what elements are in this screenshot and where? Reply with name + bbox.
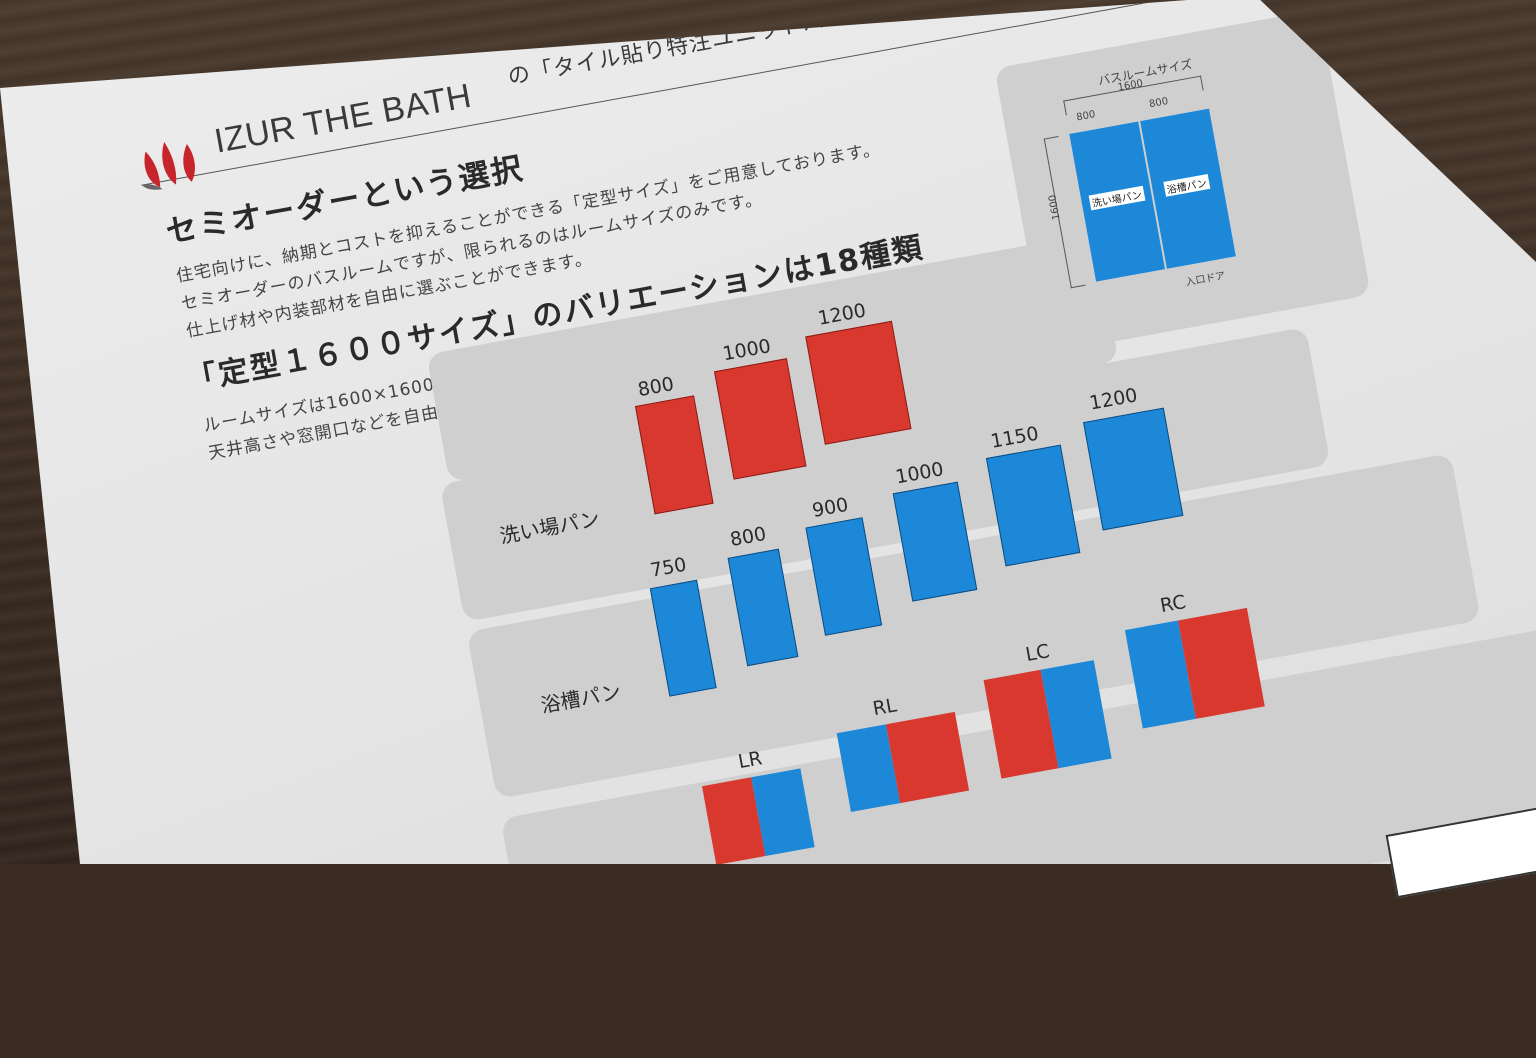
- izur-logo-icon: [141, 142, 195, 190]
- diagram-right-width: 800: [1148, 95, 1170, 111]
- combo-rl-wash: [885, 711, 970, 804]
- bathroom-size-diagram: バスルームサイズ 1600 800 800 洗い場パン 浴槽パン 1600 入口…: [994, 9, 1371, 354]
- brochure-sheet: IZUR THE BATH の「タイル貼り特注ユニットバス」 セミオーダーという…: [0, 0, 1536, 864]
- diagram-door: 入口ドア: [1184, 270, 1227, 289]
- diagram-left-width: 800: [1075, 109, 1097, 124]
